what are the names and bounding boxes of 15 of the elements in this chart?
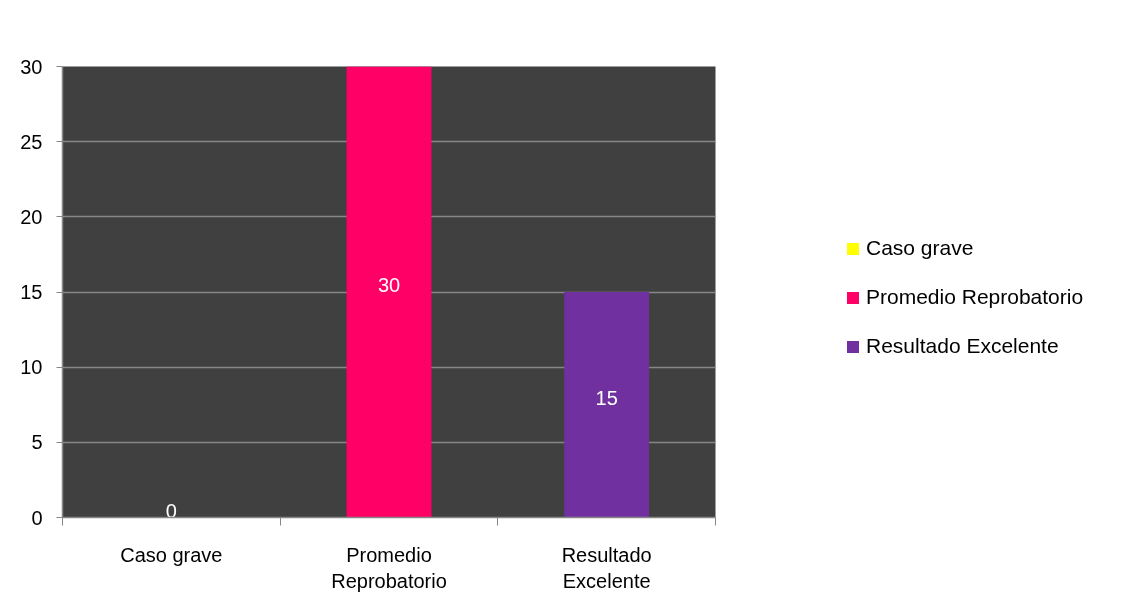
x-tick-label: Caso grave (120, 543, 223, 566)
x-tick-label: Promedio Reprobatorio (331, 543, 447, 592)
y-tick-label: 30 (20, 55, 43, 78)
y-tick-label: 0 (31, 506, 43, 529)
x-tick-label: Resultado Excelente (561, 543, 652, 592)
y-tick-label: 20 (20, 205, 43, 228)
y-tick-label: 25 (20, 130, 43, 153)
y-tick-label: 10 (20, 356, 43, 379)
y-tick-label: 15 (20, 281, 43, 303)
legend-label: Promedio Reprobatorio (866, 285, 1084, 309)
y-tick-label: 5 (31, 431, 43, 454)
legend-label: Resultado Excelente (866, 334, 1059, 358)
data-label: 15 (595, 386, 618, 409)
legend-label: Caso grave (866, 236, 974, 260)
data-label: 30 (377, 274, 401, 296)
